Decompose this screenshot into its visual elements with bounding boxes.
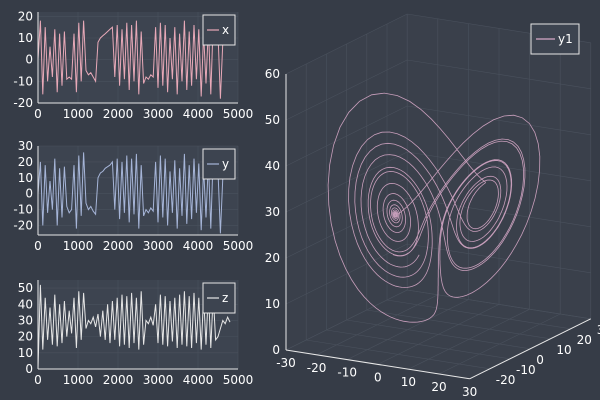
series-line-y1	[327, 92, 541, 323]
x-tick-label: 0	[34, 107, 42, 121]
y-tick-label: 0	[25, 362, 33, 376]
x-tick-label: 3000	[143, 107, 174, 121]
x-tick-label: -30	[276, 356, 296, 370]
x-tick-label: 0	[34, 373, 42, 387]
x-tick-label: 4000	[183, 239, 214, 253]
y-gridline	[306, 339, 490, 370]
x-tick-label: 2000	[103, 107, 134, 121]
y-gridline	[386, 299, 571, 330]
legend-label: x	[222, 23, 229, 37]
legend-label: y	[222, 157, 229, 171]
x-tick-label: 3000	[143, 373, 174, 387]
series-line-x	[37, 20, 231, 99]
y-tick-label: -20	[13, 96, 33, 110]
x-tick-label: 1000	[63, 239, 94, 253]
x-axis	[285, 349, 470, 380]
x-tick-label: 0	[374, 370, 382, 384]
y-tick-label: 0	[25, 53, 33, 67]
y-tick-label: 40	[18, 297, 33, 311]
y-tick-label: 10	[18, 171, 33, 185]
y-gridline	[326, 329, 511, 360]
series-line-y	[37, 152, 231, 234]
x-tick-label: 2000	[103, 239, 134, 253]
y-tick-label: 20	[18, 9, 33, 23]
z-tick-label: 60	[265, 67, 280, 81]
y-timeseries-panel: 0 1000 2000 3000 4000 5000 -20-10 0 10 20 30 y	[13, 139, 253, 253]
y-tick-label: 0	[25, 187, 33, 201]
z-tick-label: 0	[272, 343, 280, 357]
x-tick-label: 3000	[143, 239, 174, 253]
x-tick-label: 5000	[223, 373, 254, 387]
y-tick-label: 50	[18, 281, 33, 295]
x-tick-label: 5000	[223, 239, 254, 253]
y-tick-label: -20	[496, 373, 516, 387]
legend-label: y1	[558, 32, 573, 46]
x-tick-label: 20	[431, 380, 446, 394]
x-tick-label: 4000	[183, 373, 214, 387]
y-tick-label: -10	[13, 74, 33, 88]
y-tick-label: 30	[18, 139, 33, 153]
x-tick-label: 4000	[183, 107, 214, 121]
legend-label: z	[222, 291, 228, 305]
z-tick-label: 50	[265, 113, 280, 127]
y-tick-label: 0	[536, 353, 544, 367]
y-axis	[469, 318, 592, 380]
x-tick-label: -10	[337, 366, 357, 380]
y-tick-label: -10	[516, 363, 536, 377]
lorenz-3d-panel: -30-20-100102030-20-10010203001020304050…	[265, 13, 600, 399]
x-tick-label: 1000	[63, 373, 94, 387]
x-tick-label: -20	[307, 361, 327, 375]
y-tick-label: -20	[13, 218, 33, 232]
y-gridline	[366, 309, 551, 340]
y-tick-label: 20	[577, 333, 592, 347]
y-tick-label: 30	[597, 323, 600, 337]
y-tick-label: 30	[18, 313, 33, 327]
x-tick-label: 1000	[63, 107, 94, 121]
y-tick-label: -10	[13, 203, 33, 217]
y-gridline	[346, 319, 531, 350]
x-tick-label: 10	[401, 375, 416, 389]
y-tick-label: 20	[18, 155, 33, 169]
x-tick-label: 5000	[223, 107, 254, 121]
x-tick-label: 30	[462, 385, 477, 399]
z-tick-label: 30	[265, 205, 280, 219]
x-tick-label: 2000	[103, 373, 134, 387]
series-line-z	[37, 284, 231, 370]
y-tick-label: 20	[18, 330, 33, 344]
x-timeseries-panel: 0 1000 2000 3000 4000 5000 -20 -10 0 10 20 x	[13, 9, 253, 121]
y-tick-label: 10	[18, 31, 33, 45]
y-tick-label: 10	[18, 346, 33, 360]
x-tick-label: 0	[34, 239, 42, 253]
z-tick-label: 20	[265, 251, 280, 265]
z-tick-label: 10	[265, 297, 280, 311]
z-tick-label: 40	[265, 159, 280, 173]
y-tick-label: 10	[556, 343, 571, 357]
